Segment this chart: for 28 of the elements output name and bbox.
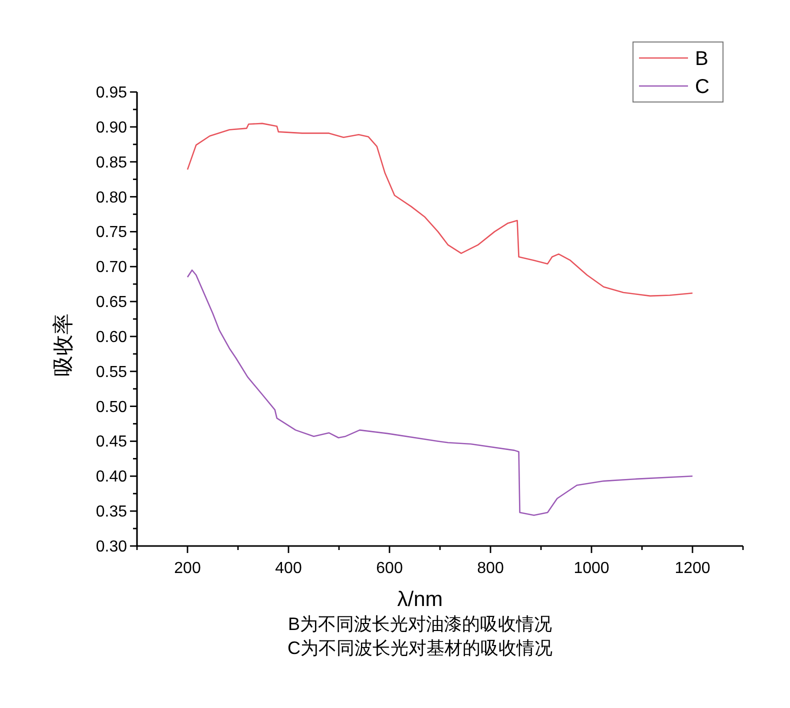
y-tick-label: 0.35 (96, 504, 128, 521)
x-tick-label: 800 (477, 560, 504, 577)
y-tick-label: 0.75 (96, 224, 128, 242)
y-tick-label: 0.55 (96, 364, 128, 381)
y-tick-label: 0.85 (96, 154, 128, 172)
line-series (186, 122, 694, 297)
y-tick-label: 0.50 (96, 398, 128, 416)
y-tick-label: 0.95 (96, 84, 128, 102)
x-axis-title: λ/nm (397, 588, 443, 611)
legend-label: B (695, 48, 708, 70)
legend-label: C (695, 76, 710, 98)
y-tick-label: 0.45 (96, 434, 128, 451)
y-tick-label: 0.40 (96, 468, 128, 486)
x-tick-label: 400 (275, 560, 302, 577)
x-tick-label: 600 (376, 560, 403, 577)
y-tick-label: 0.30 (96, 538, 128, 556)
y-axis-title: 吸收率 (52, 314, 75, 376)
x-tick-label: 1200 (674, 560, 710, 577)
x-tick-label: 200 (174, 560, 201, 577)
x-tick-label: 1000 (574, 560, 610, 577)
y-tick-label: 0.90 (96, 119, 128, 136)
text: C为不同波长光对基材的吸收情况 (288, 638, 552, 658)
line-series (186, 269, 694, 516)
y-tick-label: 0.80 (96, 189, 128, 206)
text: B为不同波长光对油漆的吸收情况 (288, 614, 552, 634)
y-tick-label: 0.70 (96, 259, 128, 276)
y-tick-label: 0.65 (96, 294, 128, 312)
y-tick-label: 0.60 (96, 328, 128, 346)
